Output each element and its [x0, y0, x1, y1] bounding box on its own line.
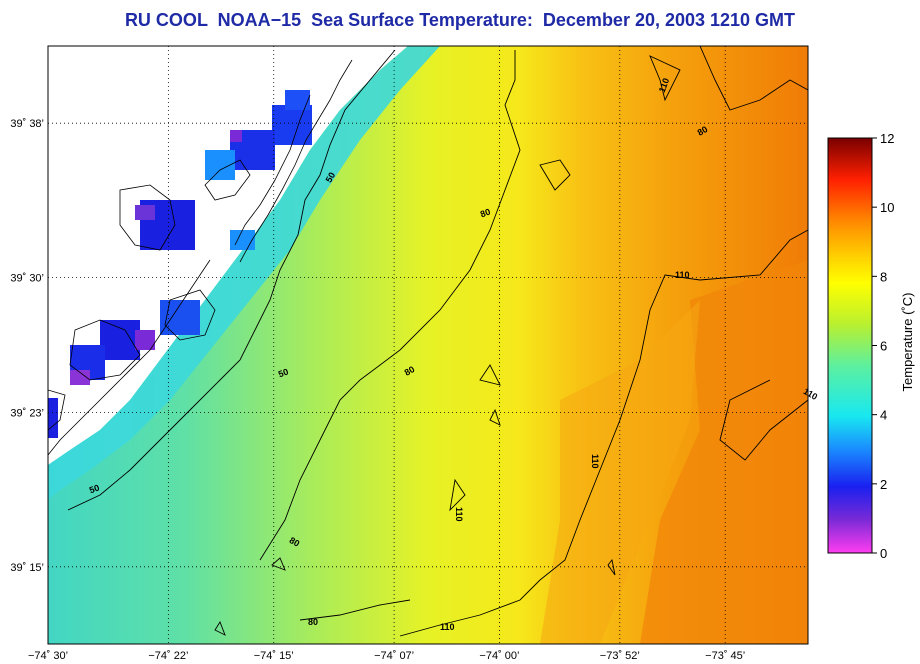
contour-label: 80 — [696, 124, 710, 138]
lon-label: −73˚ 52’ — [600, 650, 640, 662]
colorbar-tick-label: 2 — [880, 477, 887, 492]
colorbar-tick-label: 10 — [880, 200, 894, 215]
contour-label: 80 — [308, 617, 318, 627]
contour-label: 110 — [675, 270, 690, 280]
colorbar-tick-label: 4 — [880, 408, 887, 423]
contour-label: 50 — [277, 367, 290, 380]
land-area — [48, 46, 408, 465]
lon-label: −73˚ 45’ — [705, 650, 745, 662]
contour-label: 80 — [403, 364, 417, 378]
contour-label: 80 — [479, 207, 492, 220]
coastal-cold-water — [48, 46, 440, 500]
contour-label: 110 — [440, 622, 455, 632]
coastline — [48, 59, 353, 456]
colorbar-tick-label: 0 — [880, 546, 887, 561]
colorbar-label: Temperature (˚C) — [900, 293, 915, 392]
graticule — [48, 46, 808, 644]
lon-label: −74˚ 15’ — [254, 650, 294, 662]
contour-label: 110 — [590, 454, 600, 469]
colorbar — [827, 137, 873, 554]
map-border — [47, 45, 809, 645]
map-title: RU COOL NOAA−15 Sea Surface Temperature:… — [124, 10, 796, 30]
colorbar-tick-label: 12 — [880, 131, 894, 146]
lon-label: −74˚ 07’ — [374, 650, 414, 662]
contour-label: 50 — [88, 483, 101, 496]
lon-label: −74˚ 22’ — [148, 650, 188, 662]
warm-water-patch — [540, 300, 700, 644]
colorbar-tick-label: 8 — [880, 269, 887, 284]
lat-labels: 39˚ 38’ 39˚ 30’ 39˚ 23’ 39˚ 15’ — [10, 118, 44, 574]
lat-label: 39˚ 15’ — [10, 562, 44, 574]
contour-label: 50 — [324, 171, 338, 185]
contour-lines — [67, 46, 808, 637]
lon-label: −74˚ 00’ — [479, 650, 519, 662]
lon-label: −74˚ 30’ — [28, 650, 68, 662]
contour-label: 110 — [657, 77, 671, 94]
lon-labels: −74˚ 30’ −74˚ 22’ −74˚ 15’ −74˚ 07’ −74˚ 00’… — [28, 650, 745, 662]
lat-label: 39˚ 23’ — [10, 408, 44, 420]
contour-labels: 50 50 50 80 80 80 80 110 110 110 110 110… — [88, 77, 819, 632]
lat-label: 39˚ 30’ — [10, 272, 44, 284]
lat-label: 39˚ 38’ — [10, 118, 44, 130]
colorbar-tick-label: 6 — [880, 339, 887, 354]
contour-label: 80 — [288, 535, 302, 549]
colorbar-ticks: 0 2 4 6 8 10 12 — [872, 131, 894, 561]
warm-water-patch — [640, 260, 808, 644]
contour-label: 110 — [454, 507, 464, 522]
